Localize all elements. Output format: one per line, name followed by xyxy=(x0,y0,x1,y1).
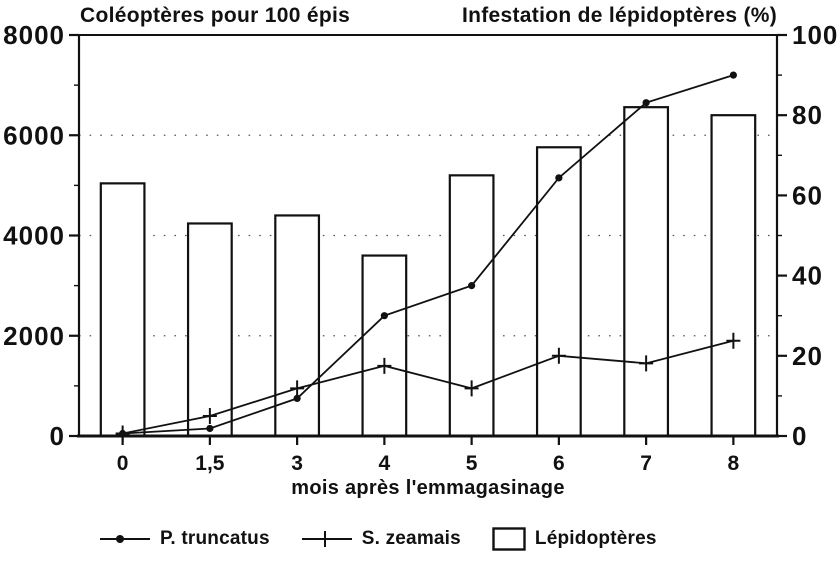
plus-line-marker-icon xyxy=(301,531,352,547)
plus-marker xyxy=(551,347,566,364)
x-tick-label: 6 xyxy=(553,452,565,475)
legend-item-p-truncatus: P. truncatus xyxy=(99,528,270,550)
right-tick-label: 40 xyxy=(792,261,823,291)
x-tick-label: 1,5 xyxy=(195,452,225,475)
bar xyxy=(186,222,233,438)
series-line-p-truncatus xyxy=(122,74,734,435)
gridlines xyxy=(79,134,777,337)
series-line-s-zeamais xyxy=(122,339,734,435)
legend-item-s-zeamais: S. zeamais xyxy=(301,528,461,550)
plus-marker xyxy=(639,355,654,372)
plus-marker xyxy=(115,425,130,442)
plus-marker xyxy=(377,357,392,374)
dot-marker xyxy=(642,99,650,107)
x-tick-label: 4 xyxy=(379,452,391,475)
right-tick-label: 80 xyxy=(792,100,823,130)
x-tick-label: 3 xyxy=(291,452,303,475)
dot-marker xyxy=(729,71,737,79)
right-tick-label: 60 xyxy=(792,180,823,210)
bar xyxy=(710,114,757,438)
legend-label: P. truncatus xyxy=(160,528,270,549)
legend-label: Lépidoptères xyxy=(534,528,657,549)
right-tick-label: 0 xyxy=(792,421,807,451)
bar xyxy=(623,106,670,438)
bar-swatch-icon xyxy=(492,527,526,551)
bars-l-pidopt-res xyxy=(99,106,757,438)
dot-marker xyxy=(380,312,388,320)
left-axis-title: Coléoptères pour 100 épis xyxy=(80,4,351,27)
plus-marker xyxy=(202,407,217,424)
bar xyxy=(99,182,146,438)
bar xyxy=(448,174,495,438)
left-tick-label: 4000 xyxy=(3,221,65,251)
bar xyxy=(361,254,408,438)
left-axis-ticks: 0 2000 4000 6000 8000 xyxy=(3,20,79,451)
left-tick-label: 8000 xyxy=(3,20,65,50)
left-tick-label: 2000 xyxy=(3,321,65,351)
legend-item-lepidopteres: Lépidoptères xyxy=(492,527,657,551)
dot-marker xyxy=(468,282,476,290)
series-s-zeamais xyxy=(115,332,741,442)
right-axis-ticks: 0 20 40 60 80 100 xyxy=(777,20,838,451)
plus-marker xyxy=(726,332,741,349)
legend-label: S. zeamais xyxy=(361,528,461,549)
right-axis-title: Infestation de lépidoptères (%) xyxy=(462,4,777,27)
bar xyxy=(535,146,582,438)
dot-marker xyxy=(206,424,214,433)
plus-marker xyxy=(464,380,479,397)
left-tick-label: 6000 xyxy=(3,120,65,150)
right-tick-label: 100 xyxy=(792,20,838,50)
dot-line-marker-icon xyxy=(100,535,150,543)
legend: P. truncatus S. zeamais Lépidoptères xyxy=(99,527,657,551)
x-tick-label: 5 xyxy=(466,452,478,475)
plus-marker xyxy=(290,380,305,397)
x-tick-label: 0 xyxy=(117,452,129,475)
right-tick-label: 20 xyxy=(792,341,823,371)
dot-marker xyxy=(293,394,301,403)
left-tick-label: 0 xyxy=(50,421,65,451)
dot-marker xyxy=(555,174,563,182)
x-tick-label: 7 xyxy=(640,452,652,475)
x-axis-label: mois après l'emmagasinage xyxy=(291,477,565,499)
x-axis-ticks: 0 1,5 3 4 5 6 7 8 xyxy=(117,436,740,475)
x-tick-label: 8 xyxy=(728,452,740,475)
